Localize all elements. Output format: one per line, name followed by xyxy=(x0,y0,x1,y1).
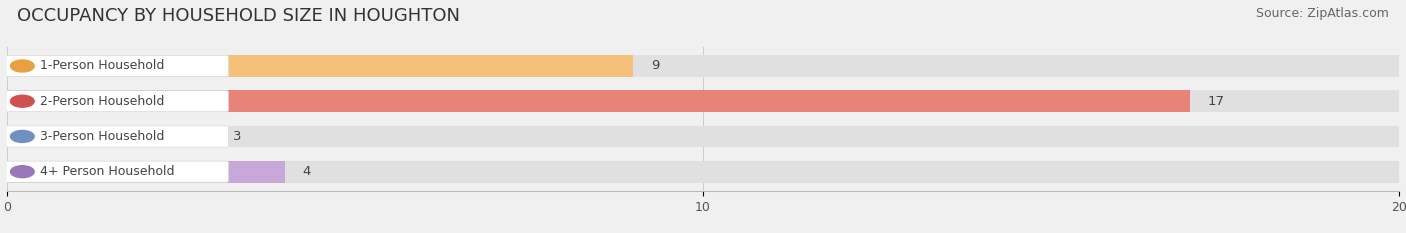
Bar xyxy=(7,90,1399,112)
FancyBboxPatch shape xyxy=(1,55,228,77)
Bar xyxy=(7,55,633,77)
Bar xyxy=(7,126,1399,147)
Circle shape xyxy=(10,166,34,178)
Text: 4: 4 xyxy=(302,165,311,178)
Text: Source: ZipAtlas.com: Source: ZipAtlas.com xyxy=(1256,7,1389,20)
Text: 4+ Person Household: 4+ Person Household xyxy=(41,165,174,178)
Bar xyxy=(7,90,1191,112)
Bar xyxy=(7,161,1399,183)
Text: 2-Person Household: 2-Person Household xyxy=(41,95,165,108)
Text: 3-Person Household: 3-Person Household xyxy=(41,130,165,143)
Circle shape xyxy=(10,60,34,72)
Bar xyxy=(7,161,285,183)
FancyBboxPatch shape xyxy=(1,161,228,182)
Bar xyxy=(7,55,1399,77)
Text: 17: 17 xyxy=(1208,95,1225,108)
Text: 1-Person Household: 1-Person Household xyxy=(41,59,165,72)
Text: OCCUPANCY BY HOUSEHOLD SIZE IN HOUGHTON: OCCUPANCY BY HOUSEHOLD SIZE IN HOUGHTON xyxy=(17,7,460,25)
Text: 3: 3 xyxy=(233,130,242,143)
Circle shape xyxy=(10,130,34,142)
Circle shape xyxy=(10,95,34,107)
FancyBboxPatch shape xyxy=(1,126,228,147)
FancyBboxPatch shape xyxy=(1,91,228,112)
Bar xyxy=(7,126,217,147)
Text: 9: 9 xyxy=(651,59,659,72)
